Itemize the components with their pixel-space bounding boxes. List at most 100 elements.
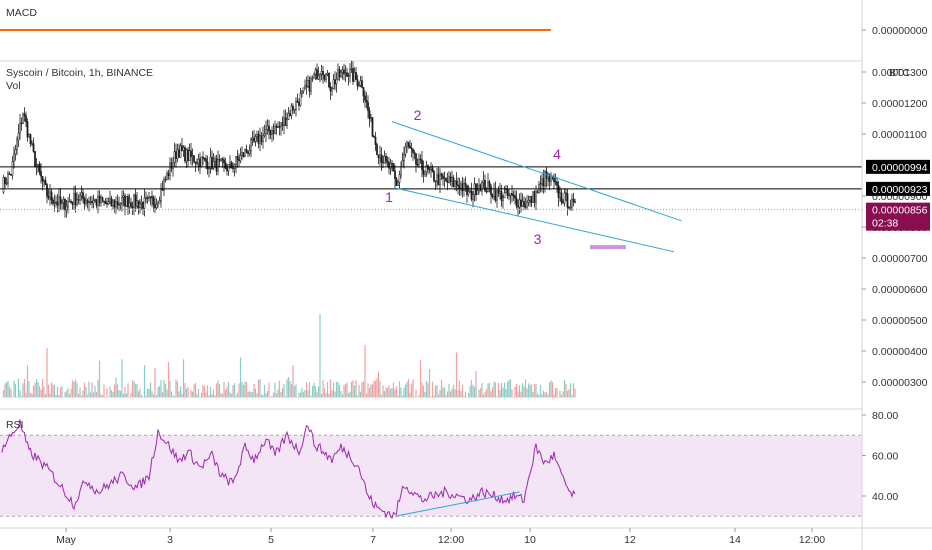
volume-bar [365, 393, 368, 398]
candle-body [206, 161, 209, 170]
volume-bar [77, 393, 80, 398]
candle-body [107, 201, 110, 205]
volume-bar [553, 394, 555, 398]
volume-bar [178, 391, 180, 398]
macd-tick-label: 0.00000000 [872, 25, 928, 37]
volume-bar [445, 395, 447, 398]
time-tick-label: 5 [268, 534, 274, 546]
candle-body [19, 122, 21, 134]
volume-bar [41, 379, 44, 398]
candle-body [73, 193, 75, 205]
candle-body [112, 200, 114, 206]
candle-body [286, 119, 288, 126]
candle-body [82, 192, 84, 199]
candle-body [313, 74, 315, 79]
candle-body [494, 190, 497, 201]
volume-bar [409, 392, 411, 398]
candle-body [194, 161, 197, 164]
volume-bar [100, 394, 102, 398]
volume-bar [500, 382, 503, 398]
volume-bar [287, 377, 290, 398]
volume-bar [62, 397, 65, 398]
volume-bar [416, 397, 419, 398]
volume-bar [563, 379, 566, 398]
candle-body [2, 176, 5, 193]
candle-body [26, 121, 29, 138]
volume-bar [493, 381, 495, 398]
volume-bar [554, 387, 557, 398]
candle-body [86, 200, 89, 203]
volume-bar [49, 393, 51, 398]
candle-body [94, 199, 96, 201]
volume-bar [521, 383, 524, 398]
candle-body [232, 167, 234, 170]
candle-body [77, 199, 80, 201]
volume-bar [154, 368, 156, 398]
wedge-trendline [391, 121, 682, 222]
candle-body [308, 80, 311, 92]
candle-body [560, 192, 563, 203]
volume-bar [202, 384, 204, 398]
candle-body [361, 80, 363, 88]
volume-bar [325, 393, 327, 398]
candle-body [211, 156, 213, 169]
candle-body [34, 151, 36, 168]
candle-body [275, 126, 278, 128]
candle-body [280, 122, 282, 127]
volume-bar [433, 395, 435, 398]
volume-bar [505, 388, 507, 398]
volume-bar [2, 390, 5, 398]
rsi-tick-label: 60.00 [872, 451, 898, 463]
candlestick-series[interactable] [2, 60, 576, 218]
candle-body [284, 117, 287, 126]
candle-body [422, 169, 425, 175]
horizontal-levels[interactable] [0, 166, 862, 211]
volume-bar [226, 387, 228, 398]
candle-body [467, 191, 470, 195]
volume-bar [47, 384, 50, 398]
volume-bar [193, 384, 195, 398]
volume-bar [308, 382, 311, 398]
candle-body [506, 189, 509, 196]
volume-bar [442, 387, 444, 398]
candle-body [395, 178, 398, 186]
candle-body [230, 162, 233, 169]
volume-bar [185, 388, 188, 398]
volume-bar [179, 386, 182, 398]
volume-bar [88, 381, 90, 398]
volume-bar [517, 392, 519, 398]
volume-bar [371, 383, 374, 398]
volume-bar [32, 385, 35, 398]
price-axis[interactable]: 0.00000000 0.00001300 0.00001200 0.00001100… [862, 25, 928, 503]
candle-body [428, 168, 431, 171]
wave-label: 3 [534, 231, 542, 247]
volume-bar [142, 397, 144, 398]
volume-bar [509, 379, 512, 398]
candle-body [298, 102, 300, 106]
volume-bar [476, 396, 479, 398]
candle-body [265, 129, 267, 134]
volume-bar [151, 391, 153, 398]
candle-body [418, 158, 420, 165]
candle-body [55, 201, 57, 204]
candle-body [421, 159, 423, 170]
wave-label: 2 [414, 107, 422, 123]
candle-body [572, 198, 575, 202]
volume-bar [347, 393, 350, 398]
time-tick-label: 14 [729, 534, 741, 546]
candle-body [268, 125, 270, 132]
wave-annotations: 1 2 3 4 [385, 107, 561, 247]
candle-body [554, 181, 557, 183]
candle-body [257, 134, 260, 144]
volume-bar [278, 380, 281, 398]
candle-body [295, 100, 297, 110]
volume-bar [259, 379, 261, 398]
volume-bar [559, 390, 561, 398]
candle-body [253, 137, 255, 142]
time-axis[interactable]: May 3 5 7 12:00 10 12 14 12:00 [56, 528, 825, 546]
candle-body [454, 180, 456, 187]
trendlines[interactable] [391, 121, 682, 253]
volume-bar [359, 391, 362, 398]
candle-body [409, 145, 411, 149]
